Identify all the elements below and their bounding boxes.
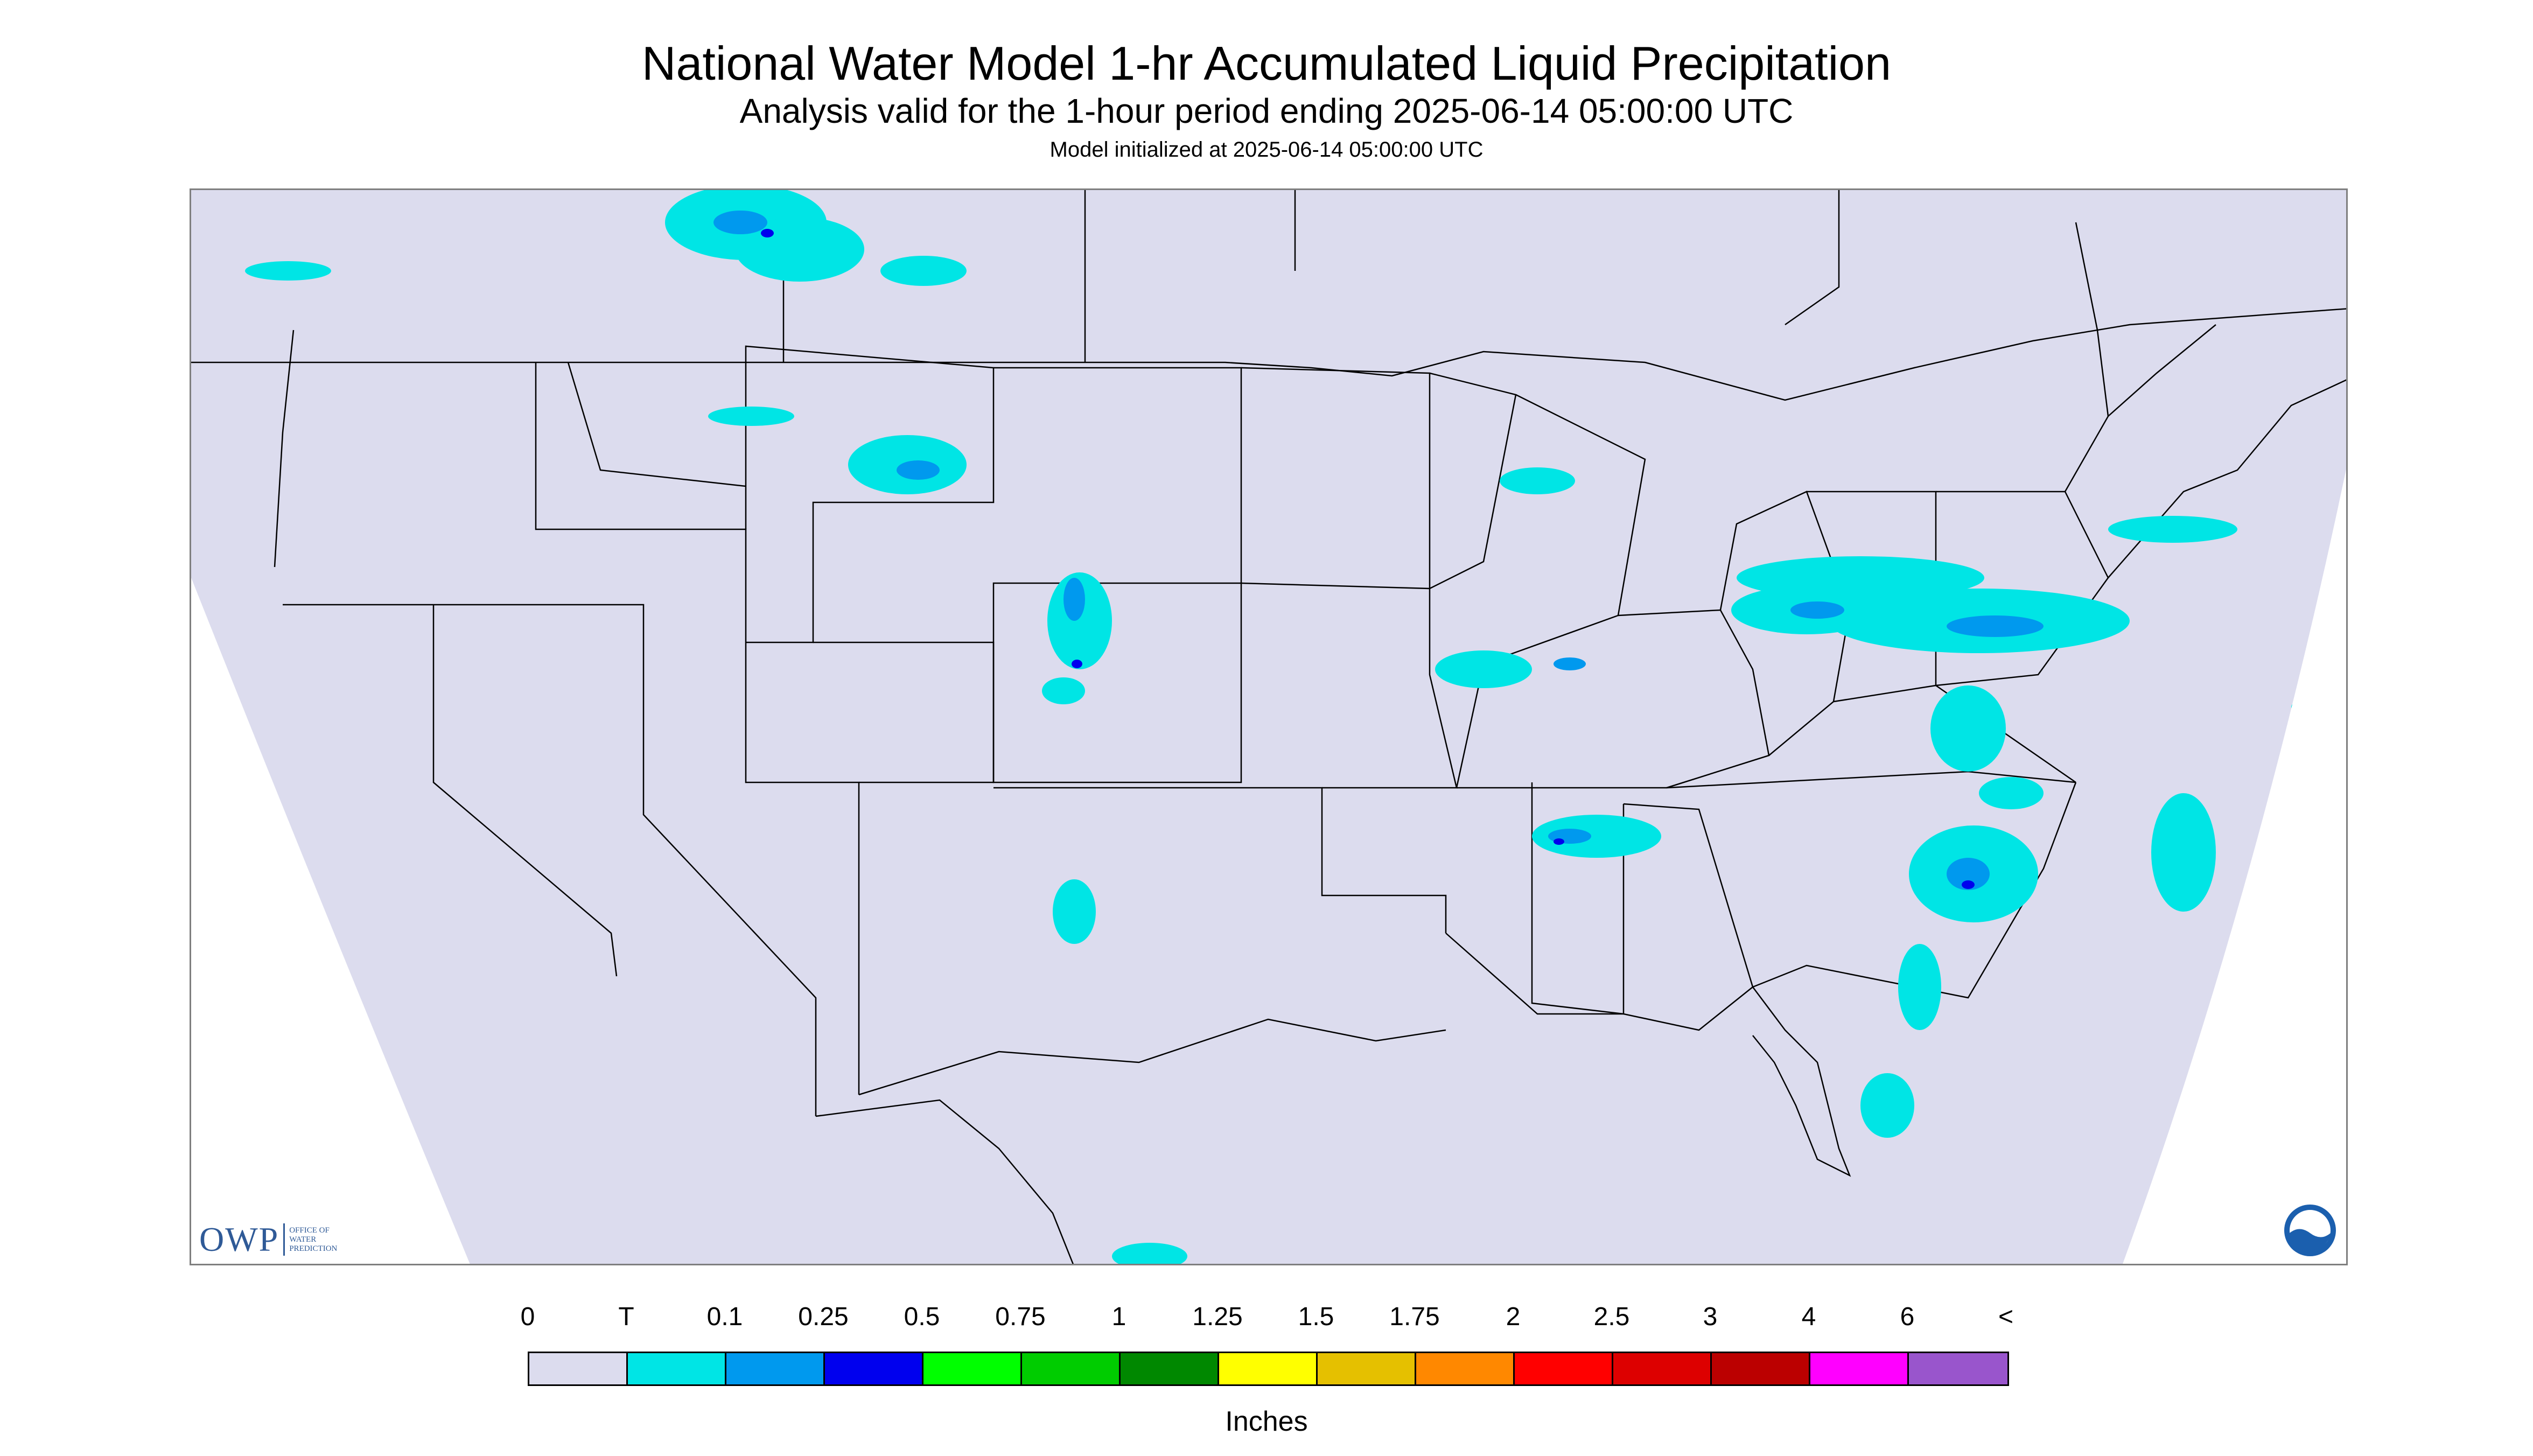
legend-swatch: [1416, 1353, 1515, 1384]
legend-label: 2.5: [1593, 1303, 1630, 1331]
right-domain-mask: [2123, 469, 2346, 1264]
legend-swatch: [1613, 1353, 1712, 1384]
legend-swatch: [1909, 1353, 2007, 1384]
legend-label: 1.25: [1192, 1303, 1243, 1331]
legend-swatch: [1515, 1353, 1613, 1384]
legend-label: 4: [1801, 1303, 1816, 1331]
legend-swatch: [1219, 1353, 1318, 1384]
legend-swatch: [1022, 1353, 1121, 1384]
legend-swatch: [529, 1353, 628, 1384]
owp-divider: [283, 1223, 285, 1256]
precip-moderate-areas: [761, 229, 1975, 889]
map-canvas: [191, 190, 2346, 1264]
legend-label: 1: [1111, 1303, 1126, 1331]
legend-swatch: [1712, 1353, 1810, 1384]
state-boundaries: [191, 190, 2346, 1264]
legend-label: <: [1998, 1303, 2014, 1331]
owp-text-line: OFFICE OF: [289, 1226, 330, 1235]
model-init-time: Model initialized at 2025-06-14 05:00:00…: [1049, 138, 1484, 162]
legend-units: Inches: [1225, 1406, 1308, 1437]
left-domain-mask: [191, 578, 470, 1264]
legend-swatch: [726, 1353, 825, 1384]
legend-label: 0.1: [706, 1303, 743, 1331]
legend-label: T: [618, 1303, 634, 1331]
precip-light-areas: [713, 211, 2044, 890]
precip-trace-areas: [245, 190, 2345, 1264]
legend-label: 0.5: [904, 1303, 940, 1331]
legend-label: 1.5: [1298, 1303, 1334, 1331]
legend-label: 2: [1506, 1303, 1521, 1331]
owp-text-line: WATER: [289, 1235, 317, 1244]
legend-swatch: [1121, 1353, 1219, 1384]
legend-label: 6: [1900, 1303, 1915, 1331]
legend-colorbar: [528, 1352, 2009, 1386]
legend-swatch: [825, 1353, 923, 1384]
legend-label: 3: [1703, 1303, 1718, 1331]
legend-swatch: [1810, 1353, 1909, 1384]
legend-swatch: [923, 1353, 1022, 1384]
legend-label: 0.25: [798, 1303, 849, 1331]
precipitation-areas: [245, 190, 2345, 1264]
owp-text-line: PREDICTION: [289, 1244, 338, 1253]
legend-label: 0: [520, 1303, 535, 1331]
map-title: National Water Model 1-hr Accumulated Li…: [641, 37, 1892, 90]
noaa-logo-icon: [2284, 1205, 2336, 1256]
precipitation-map: [190, 188, 2348, 1265]
legend-label: 0.75: [995, 1303, 1046, 1331]
legend-swatch: [628, 1353, 726, 1384]
map-subtitle: Analysis valid for the 1-hour period end…: [739, 92, 1794, 130]
owp-logo: OWP OFFICE OF WATER PREDICTION: [199, 1220, 337, 1259]
owp-mark: OWP: [199, 1220, 279, 1258]
legend-labels: 0 T 0.1 0.25 0.5 0.75 1 1.25 1.5 1.75 2 2.5 3 4 6 <: [0, 1302, 2533, 1334]
legend-label: 1.75: [1389, 1303, 1440, 1331]
legend-swatch: [1318, 1353, 1416, 1384]
owp-subtitle: OFFICE OF WATER PREDICTION: [289, 1226, 337, 1254]
model-domain: [191, 190, 2346, 1264]
